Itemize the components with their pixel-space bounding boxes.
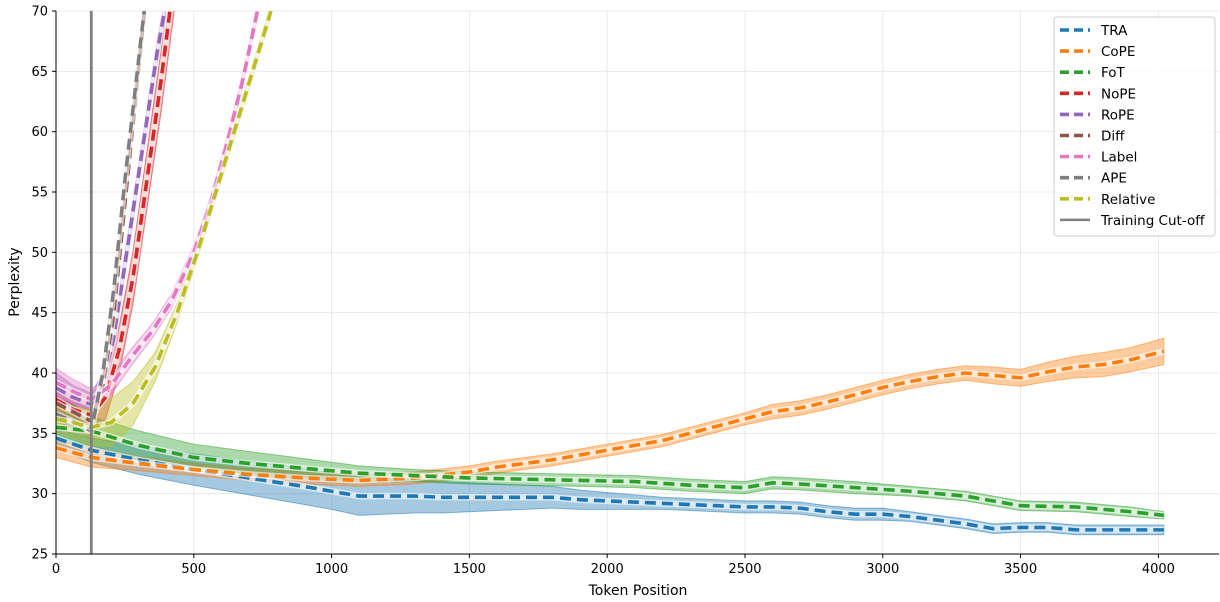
legend-label-tra: TRA bbox=[1100, 23, 1128, 39]
legend-label-ape: APE bbox=[1101, 171, 1127, 187]
line-fot bbox=[56, 425, 1165, 518]
tick-labels: 0 500 1000 1500 2000 2500 3000 3500 4000 25 30 35 40… bbox=[31, 5, 1174, 578]
legend-label-diff: Diff bbox=[1101, 129, 1125, 145]
legend-label-nope: NoPE bbox=[1101, 86, 1136, 102]
band-label bbox=[56, 11, 260, 411]
line-rope bbox=[56, 11, 167, 407]
series-lines bbox=[56, 11, 1165, 534]
x-tick-label: 3000 bbox=[866, 562, 899, 577]
legend-label-fot: FoT bbox=[1101, 65, 1126, 81]
y-tick-label: 45 bbox=[31, 306, 48, 321]
y-tick-label: 60 bbox=[31, 125, 48, 140]
confidence-bands bbox=[56, 11, 1165, 536]
line-tra bbox=[56, 436, 1164, 532]
legend-label-rope: RoPE bbox=[1101, 107, 1135, 123]
y-tick-label: 65 bbox=[31, 65, 48, 80]
line-cope bbox=[56, 349, 1165, 483]
legend-label-cope: CoPE bbox=[1101, 44, 1135, 60]
line-diff bbox=[56, 11, 147, 424]
x-tick-label: 4000 bbox=[1142, 562, 1175, 577]
legend-label-relative: Relative bbox=[1101, 192, 1155, 208]
x-axis-label: Token Position bbox=[588, 583, 688, 598]
band-cope bbox=[56, 337, 1165, 487]
y-tick-label: 35 bbox=[31, 427, 48, 442]
legend-frame bbox=[1053, 16, 1216, 237]
legend-label-training-cut-off: Training Cut-off bbox=[1100, 213, 1205, 229]
y-tick-label: 55 bbox=[31, 186, 48, 201]
x-tick-label: 2000 bbox=[591, 562, 624, 577]
x-tick-label: 3500 bbox=[1004, 562, 1037, 577]
y-tick-label: 40 bbox=[31, 367, 48, 382]
line-relative bbox=[56, 11, 273, 430]
line-label bbox=[56, 11, 260, 402]
x-tick-label: 1500 bbox=[453, 562, 486, 577]
y-tick-label: 50 bbox=[31, 246, 48, 261]
x-tick-label: 2500 bbox=[728, 562, 761, 577]
grid-lines bbox=[55, 10, 1219, 555]
legend: TRA CoPE FoT NoPE RoPE Diff Label APE Relative Tr… bbox=[1053, 16, 1216, 237]
legend-label-label: Label bbox=[1101, 150, 1137, 166]
y-tick-label: 30 bbox=[31, 487, 48, 502]
y-tick-label: 25 bbox=[31, 548, 48, 563]
axes bbox=[55, 11, 1219, 555]
y-axis-label: Perplexity bbox=[7, 247, 23, 316]
x-tick-label: 1000 bbox=[315, 562, 348, 577]
x-tick-label: 0 bbox=[52, 562, 60, 577]
x-tick-label: 500 bbox=[181, 562, 206, 577]
y-tick-label: 70 bbox=[31, 5, 48, 20]
